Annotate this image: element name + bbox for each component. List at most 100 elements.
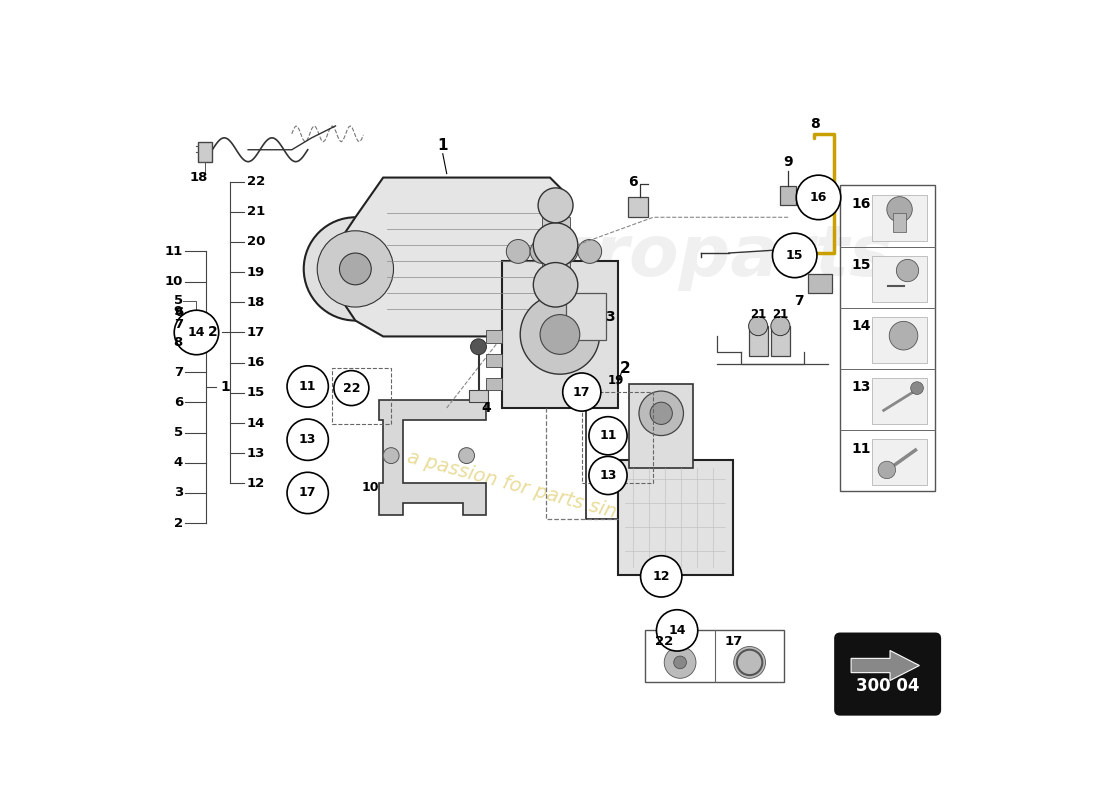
Text: 16: 16 [851,197,871,211]
Bar [872,378,927,424]
Bar [749,326,768,356]
Text: 13: 13 [299,434,317,446]
Text: 14: 14 [246,417,265,430]
Text: 17: 17 [725,635,742,648]
Bar [486,330,503,342]
Circle shape [534,262,578,307]
Text: 9: 9 [174,306,183,318]
Bar [840,186,935,491]
Circle shape [383,448,399,463]
Text: 16: 16 [810,191,827,204]
Bar [331,368,392,424]
Text: 8: 8 [174,335,183,349]
Text: 22: 22 [654,635,673,648]
Circle shape [340,253,372,285]
FancyBboxPatch shape [835,634,940,714]
Text: 20: 20 [246,235,265,249]
Text: 10: 10 [165,275,183,288]
Text: 3: 3 [174,486,183,499]
Circle shape [878,462,895,478]
Text: 21: 21 [246,206,265,218]
Circle shape [506,239,530,263]
Circle shape [772,233,817,278]
Text: 1: 1 [220,380,230,394]
Text: 19: 19 [607,374,624,386]
Circle shape [174,310,219,354]
Text: 300 04: 300 04 [856,678,920,695]
Text: 22: 22 [246,175,265,188]
Circle shape [534,223,578,267]
Bar [565,293,606,341]
Polygon shape [340,178,565,337]
Circle shape [896,259,918,282]
Bar [486,354,503,366]
Text: 11: 11 [851,442,871,455]
Circle shape [287,366,329,407]
Text: 11: 11 [600,430,617,442]
Bar [542,218,570,233]
Bar [542,257,570,273]
Circle shape [588,457,627,494]
Text: 7: 7 [794,294,804,308]
Bar [542,297,570,313]
Circle shape [588,417,627,455]
Text: 9: 9 [783,154,793,169]
Text: 5: 5 [174,426,183,439]
Text: 18: 18 [246,296,265,309]
Polygon shape [808,274,832,293]
Circle shape [459,448,474,463]
Bar [646,630,784,682]
Bar [582,392,653,483]
Text: 2: 2 [620,361,630,376]
Text: 11: 11 [165,245,183,258]
Text: 2: 2 [208,326,218,339]
Circle shape [640,556,682,597]
Text: a passion for parts since 1996: a passion for parts since 1996 [405,448,695,542]
Circle shape [664,646,696,678]
Circle shape [578,239,602,263]
Text: 6: 6 [174,396,183,409]
Text: 14: 14 [669,624,686,637]
Bar [486,378,503,390]
Circle shape [771,317,790,336]
Polygon shape [379,400,486,515]
Circle shape [538,188,573,223]
Text: 1: 1 [438,138,448,154]
Circle shape [554,239,578,263]
Text: 21: 21 [772,308,789,321]
Circle shape [287,419,329,460]
Circle shape [563,373,601,411]
Bar [503,261,617,408]
Bar [617,459,733,574]
Text: 17: 17 [573,386,591,398]
Text: 6: 6 [174,306,183,319]
Circle shape [911,382,923,394]
Text: 17: 17 [299,486,317,499]
Circle shape [287,472,329,514]
Circle shape [530,239,554,263]
Circle shape [657,610,697,651]
Circle shape [650,402,672,425]
Text: 12: 12 [246,477,265,490]
Bar [469,390,488,402]
Circle shape [471,339,486,354]
Text: 6: 6 [628,174,638,189]
Circle shape [540,314,580,354]
Circle shape [334,370,368,406]
Circle shape [304,218,407,321]
Bar [771,326,790,356]
Text: 15: 15 [246,386,265,399]
Circle shape [673,656,686,669]
Bar [872,317,927,363]
Bar [872,256,927,302]
Bar [542,277,570,293]
Circle shape [317,230,394,307]
Polygon shape [851,650,920,681]
Text: 13: 13 [246,446,265,460]
Text: 16: 16 [246,356,265,369]
Text: 15: 15 [851,258,871,272]
Text: 4: 4 [174,456,183,470]
Text: 14: 14 [188,326,206,339]
Bar [629,384,693,467]
Circle shape [796,175,840,220]
